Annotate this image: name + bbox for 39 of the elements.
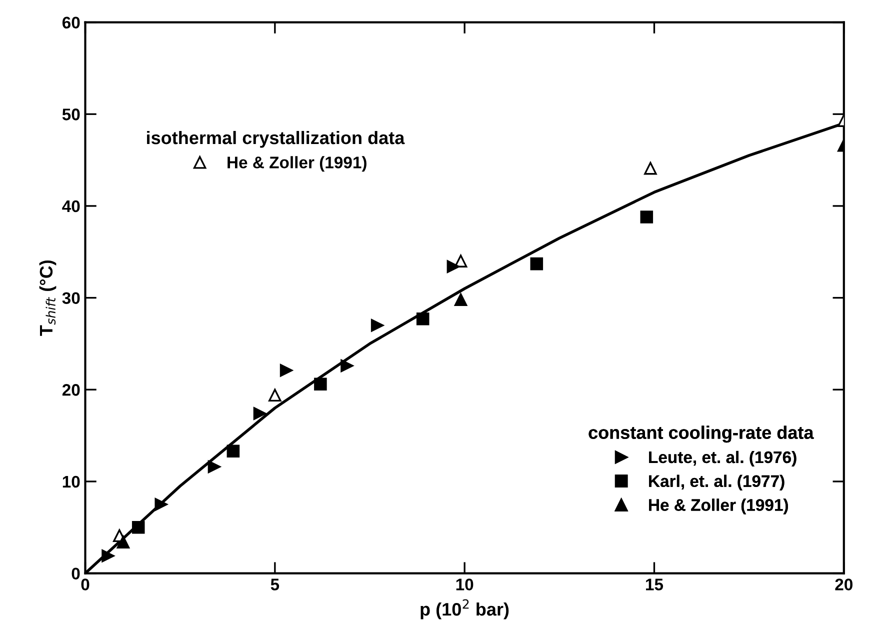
- x-tick-label: 15: [646, 578, 664, 590]
- y-tick-label: 40: [62, 200, 80, 212]
- point: [370, 318, 384, 332]
- point: [416, 312, 430, 326]
- annotation: constant cooling-rate data: [588, 426, 814, 443]
- point: [640, 210, 654, 224]
- legend-label: He & Zoller (1991): [649, 498, 788, 514]
- y-axis-title: T$_{shift}$ (°C): [39, 260, 56, 336]
- x-tick-label: 20: [835, 578, 852, 590]
- point: [446, 260, 460, 273]
- point: [253, 407, 266, 420]
- point: [226, 444, 240, 458]
- point: [314, 378, 327, 391]
- legend-label: He & Zoller (1991): [228, 156, 366, 172]
- point: [280, 364, 293, 377]
- y-tick-label: 0: [72, 568, 80, 580]
- y-tick-label: 50: [62, 108, 80, 120]
- annotation: isothermal crystallization data: [147, 130, 405, 148]
- point: [454, 254, 468, 268]
- x-tick-label: 10: [456, 578, 474, 590]
- x-tick-label: 0: [81, 578, 90, 590]
- legend-label: Karl, et. al. (1977): [649, 474, 784, 490]
- y-tick-label: 30: [62, 292, 80, 304]
- point: [102, 549, 114, 562]
- point: [340, 359, 354, 372]
- point: [454, 293, 468, 306]
- y-tick-label: 60: [62, 16, 80, 28]
- y-tick-label: 10: [62, 476, 80, 488]
- point: [530, 257, 544, 270]
- x-tick-label: 5: [270, 578, 280, 590]
- y-tick-label: 20: [62, 384, 80, 396]
- point: [208, 460, 221, 474]
- point: [644, 162, 657, 175]
- point: [154, 498, 168, 511]
- point: [268, 388, 282, 402]
- point: [132, 520, 145, 534]
- legend-label: Leute, et. al. (1976): [649, 450, 796, 466]
- x-axis-title: p (10$^{2}$ bar): [420, 599, 509, 620]
- point: [116, 536, 130, 548]
